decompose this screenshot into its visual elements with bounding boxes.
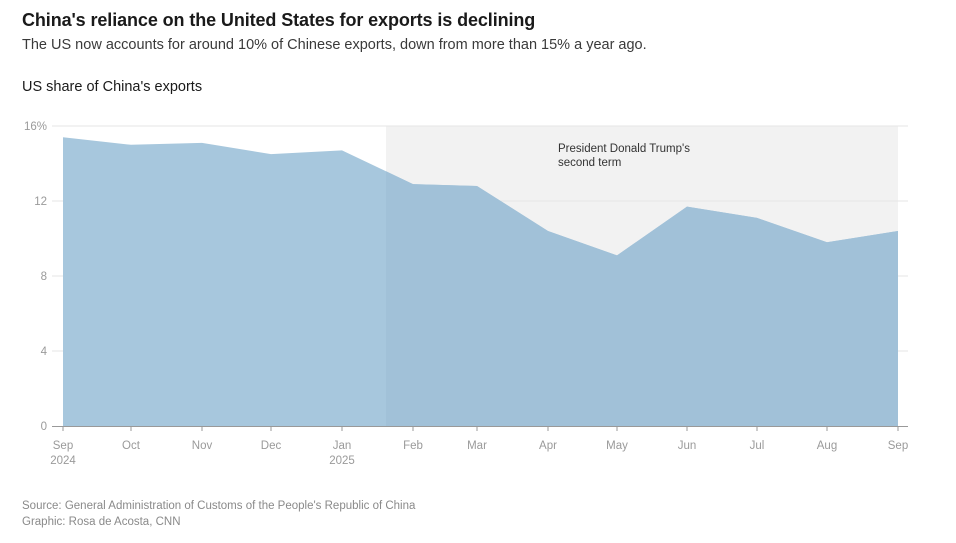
x-tick-label: Sep <box>53 440 73 452</box>
chart-title: China's reliance on the United States fo… <box>22 10 536 30</box>
credit-note: Graphic: Rosa de Acosta, CNN <box>22 516 181 528</box>
y-tick-label: 0 <box>41 421 47 433</box>
annotation-label-line2: second term <box>558 157 621 169</box>
y-tick-label: 8 <box>41 271 47 283</box>
x-tick-label: Aug <box>817 440 837 452</box>
y-tick-label: 16% <box>24 121 47 133</box>
x-tick-label: Nov <box>192 440 213 452</box>
x-tick-label: Jun <box>678 440 697 452</box>
annotation-label-line1: President Donald Trump's <box>558 143 690 155</box>
source-note: Source: General Administration of Custom… <box>22 500 416 512</box>
x-tick-label: Dec <box>261 440 282 452</box>
x-tick-label: Jul <box>750 440 765 452</box>
x-tick-label: Sep <box>888 440 908 452</box>
x-tick-label: Mar <box>467 440 487 452</box>
x-tick-label: May <box>606 440 628 452</box>
area-series-second-term <box>386 171 898 426</box>
y-tick-label: 12 <box>34 196 47 208</box>
x-tick-label-year: 2025 <box>329 455 355 467</box>
x-tick-label: Jan <box>333 440 352 452</box>
chart-label: US share of China's exports <box>22 79 203 95</box>
y-tick-label: 4 <box>41 346 48 358</box>
chart-subtitle: The US now accounts for around 10% of Ch… <box>22 37 647 53</box>
x-tick-label: Oct <box>122 440 141 452</box>
x-tick-label-year: 2024 <box>50 455 76 467</box>
x-tick-label: Feb <box>403 440 423 452</box>
x-tick-label: Apr <box>539 440 557 452</box>
